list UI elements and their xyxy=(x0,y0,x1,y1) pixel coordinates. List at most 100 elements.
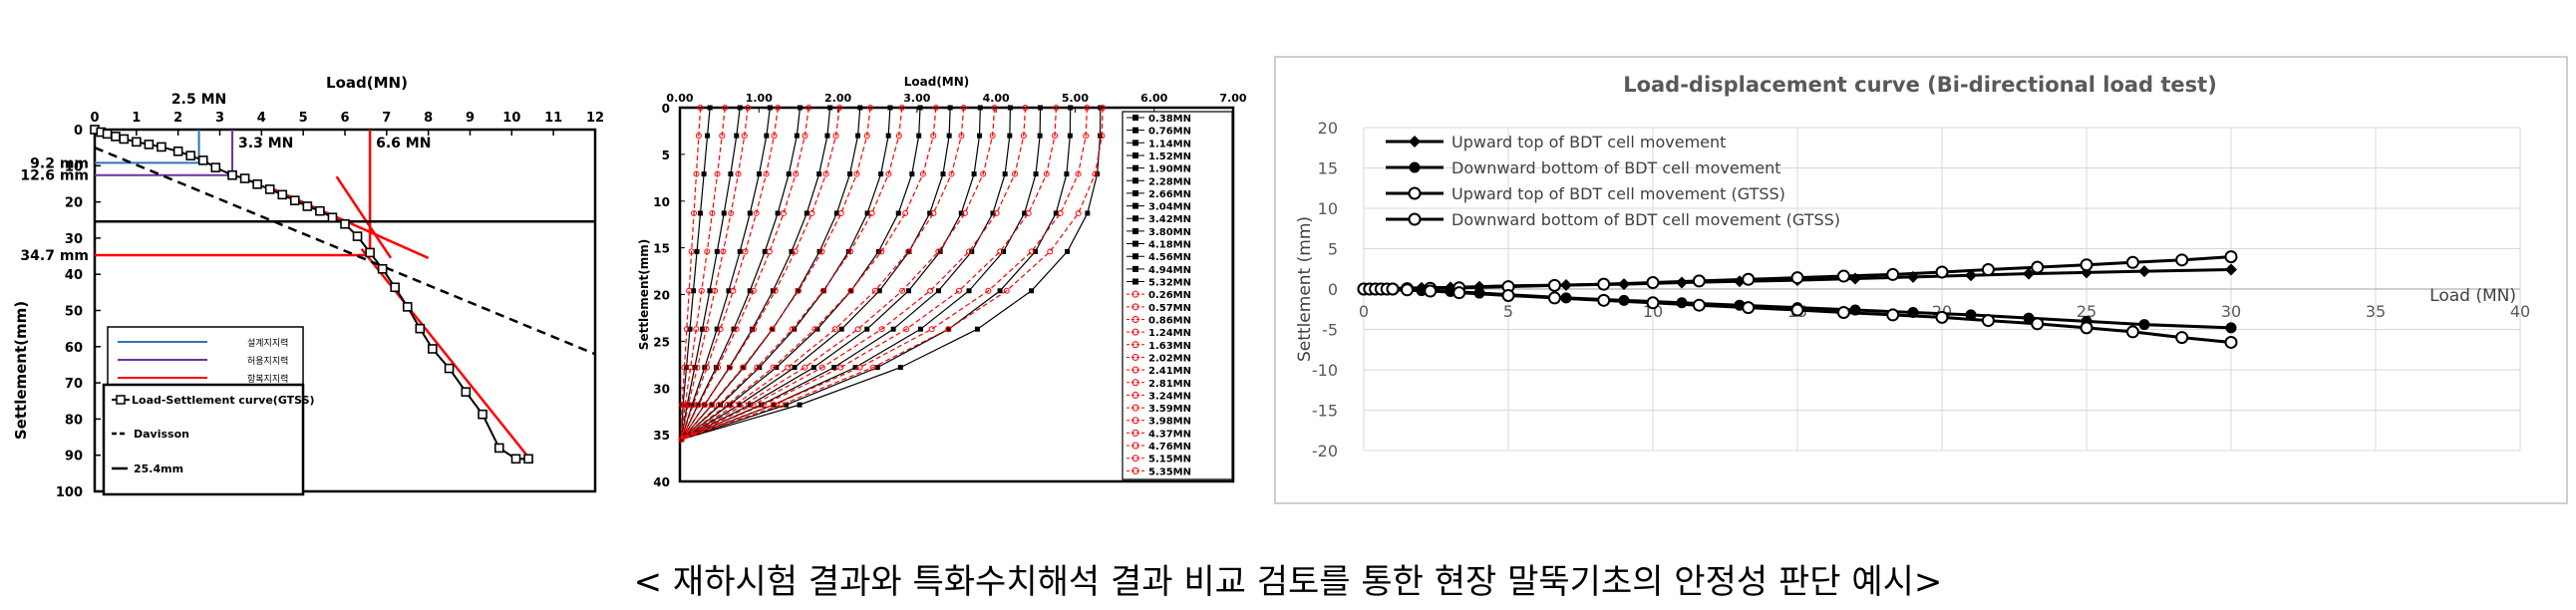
y-tick-label: 15 xyxy=(653,242,670,256)
series-marker xyxy=(792,248,799,255)
x-tick-label: 1 xyxy=(132,111,141,126)
series-line xyxy=(681,107,1057,441)
series-marker xyxy=(1067,133,1073,139)
series-marker xyxy=(848,288,854,294)
curve-point xyxy=(157,142,166,152)
legend-marker xyxy=(1132,177,1138,184)
x-tick-label: 0 xyxy=(1359,302,1369,321)
series-marker xyxy=(792,326,798,332)
series-marker xyxy=(714,248,720,254)
series-marker xyxy=(764,133,770,139)
x-tick-label: 9 xyxy=(466,111,475,126)
series-marker xyxy=(887,105,893,111)
series-marker xyxy=(1408,186,1422,200)
series-marker xyxy=(789,326,796,333)
series-marker xyxy=(930,209,937,216)
series-marker xyxy=(687,364,694,371)
series-marker xyxy=(876,288,882,294)
series-marker xyxy=(928,326,935,333)
y-tick-label: 60 xyxy=(65,341,83,356)
series-marker xyxy=(720,248,727,255)
series-marker xyxy=(977,105,983,111)
load-annotation: 3.3 MN xyxy=(238,136,293,152)
series-marker xyxy=(1597,277,1611,291)
legend-label: 4.18MN xyxy=(1148,240,1191,251)
legend-label: Upward top of BDT cell movement xyxy=(1451,133,1726,152)
legend-label: 4.56MN xyxy=(1148,252,1191,263)
x-tick-label: 4 xyxy=(257,111,266,126)
series-marker xyxy=(819,287,826,294)
series-marker xyxy=(871,287,878,294)
series-marker xyxy=(961,209,968,216)
x-tick-label: 4.00 xyxy=(983,92,1010,105)
series-marker xyxy=(2125,325,2139,339)
series-marker xyxy=(1886,308,1900,322)
tangent-line-1 xyxy=(335,175,393,259)
series-marker xyxy=(712,287,719,294)
series-marker xyxy=(775,105,782,111)
x-tick-label: 0.00 xyxy=(666,92,693,105)
y-tick-label: 10 xyxy=(65,159,83,174)
series-marker xyxy=(753,209,760,216)
series-marker xyxy=(1007,133,1013,139)
series-marker xyxy=(728,209,735,216)
series-marker xyxy=(754,364,761,371)
series-marker xyxy=(717,326,724,333)
series-marker xyxy=(693,326,700,333)
series-marker xyxy=(1742,301,1756,315)
chart-frame xyxy=(1274,56,2568,504)
y-tick-label: 0 xyxy=(1328,280,1338,299)
series-marker xyxy=(794,133,800,139)
series-marker xyxy=(734,133,740,139)
series-marker xyxy=(770,326,776,332)
x-tick-label: 7.00 xyxy=(1219,92,1246,105)
series-marker xyxy=(932,105,939,111)
series-marker xyxy=(833,210,839,216)
series-marker xyxy=(691,209,698,216)
series-marker xyxy=(1047,248,1054,255)
legend-marker xyxy=(1132,202,1138,209)
series-marker xyxy=(718,402,724,408)
y-tick-label: 40 xyxy=(653,475,670,489)
series-marker xyxy=(930,133,937,140)
y-tick-label: 0 xyxy=(662,102,670,116)
series-marker xyxy=(822,170,829,177)
series-line xyxy=(680,107,741,440)
series-marker xyxy=(878,248,885,255)
series-marker xyxy=(1965,309,1977,321)
series-marker xyxy=(909,171,915,177)
legend-marker xyxy=(1131,466,1139,474)
series-marker xyxy=(695,402,701,408)
series-marker xyxy=(784,402,790,408)
legend-label: 3.98MN xyxy=(1148,417,1191,428)
series-marker xyxy=(766,248,773,255)
y-axis-label: Settlement(mm) xyxy=(12,301,30,440)
series-marker xyxy=(885,170,892,177)
series-marker xyxy=(897,365,903,371)
series-marker xyxy=(935,288,941,294)
legend-marker xyxy=(1131,455,1139,462)
series-marker xyxy=(694,364,701,371)
legend-label: 1.24MN xyxy=(1148,328,1191,339)
series-marker xyxy=(1038,105,1044,111)
series-marker xyxy=(1935,310,1949,324)
curve-point xyxy=(302,201,313,211)
series-marker xyxy=(948,170,955,177)
x-tick-label: 3 xyxy=(215,111,224,126)
series-marker xyxy=(2031,260,2045,274)
series-marker xyxy=(747,288,753,294)
y-tick-label: 20 xyxy=(653,289,670,303)
series-marker xyxy=(864,326,870,332)
legend-marker xyxy=(1132,278,1138,285)
legend-box xyxy=(1122,111,1233,480)
series-marker xyxy=(946,133,952,139)
series-marker xyxy=(940,171,946,177)
series-marker xyxy=(737,105,743,111)
series-marker xyxy=(694,248,700,254)
series-marker xyxy=(2138,265,2150,278)
x-tick-label: 8 xyxy=(424,111,433,126)
series-marker xyxy=(737,248,743,254)
series-marker xyxy=(686,287,693,294)
series-marker xyxy=(1085,210,1091,216)
series-marker xyxy=(960,105,967,111)
